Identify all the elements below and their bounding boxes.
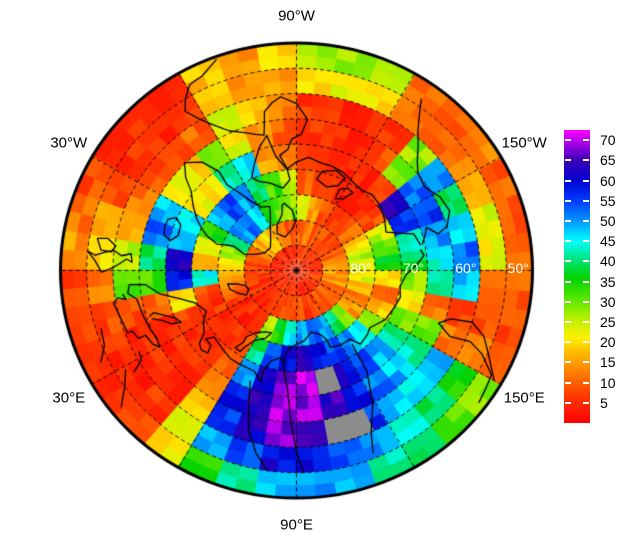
colorbar-tick	[565, 260, 571, 263]
colorbar-tick	[565, 179, 571, 182]
colorbar-tick-label: 25	[600, 313, 616, 330]
lat-label-50: 50°	[507, 259, 529, 276]
colorbar-tick	[583, 320, 589, 323]
colorbar-tick	[583, 300, 589, 303]
meridian-label-90e: 90°E	[280, 516, 313, 534]
colorbar-tick-label: 70	[600, 132, 616, 149]
meridian-label-150w: 150°W	[501, 134, 547, 152]
colorbar-tick	[565, 320, 571, 323]
colorbar-tick	[583, 401, 589, 404]
colorbar-tick	[583, 240, 589, 243]
meridian-label-30w: 30°W	[50, 134, 88, 152]
colorbar-tick	[565, 219, 571, 222]
colorbar-tick	[583, 199, 589, 202]
colorbar-tick-label: 30	[600, 293, 616, 310]
colorbar-tick	[565, 341, 571, 344]
colorbar-tick	[565, 300, 571, 303]
colorbar-tick-label: 15	[600, 354, 616, 371]
colorbar-tick	[565, 240, 571, 243]
colorbar-tick	[583, 159, 589, 162]
colorbar-tick	[583, 219, 589, 222]
colorbar-tick	[583, 341, 589, 344]
colorbar-tick-label: 35	[600, 273, 616, 290]
colorbar-tick-label: 60	[600, 172, 616, 189]
meridian-label-90w: 90°W	[278, 7, 315, 25]
colorbar-tick	[565, 381, 571, 384]
colorbar-tick	[583, 139, 589, 142]
colorbar-tick	[565, 401, 571, 404]
colorbar-tick-label: 45	[600, 233, 616, 250]
lat-label-60: 60°	[455, 259, 477, 276]
colorbar-gradient	[564, 130, 590, 423]
colorbar-tick	[565, 361, 571, 364]
colorbar-tick	[583, 280, 589, 283]
colorbar-tick-label: 55	[600, 192, 616, 209]
colorbar-tick	[583, 179, 589, 182]
colorbar-tick-label: 40	[600, 253, 616, 270]
colorbar-tick-label: 10	[600, 374, 616, 391]
lat-label-70: 70°	[402, 259, 424, 276]
colorbar-tick-label: 5	[600, 394, 608, 411]
colorbar-tick-label: 20	[600, 334, 616, 351]
colorbar-tick-label: 65	[600, 152, 616, 169]
meridian-label-150e: 150°E	[503, 389, 545, 407]
colorbar-tick	[583, 381, 589, 384]
colorbar-tick	[565, 139, 571, 142]
colorbar-tick	[565, 199, 571, 202]
lat-label-80: 80°	[350, 259, 372, 276]
meridian-label-30e: 30°E	[52, 389, 86, 407]
colorbar-tick	[565, 280, 571, 283]
colorbar-tick	[565, 159, 571, 162]
colorbar: 5 10 15 20 25 30 35 40 45 50 55 60 65 70	[564, 130, 624, 423]
colorbar-tick	[583, 260, 589, 263]
colorbar-tick	[583, 361, 589, 364]
colorbar-tick-label: 50	[600, 212, 616, 229]
